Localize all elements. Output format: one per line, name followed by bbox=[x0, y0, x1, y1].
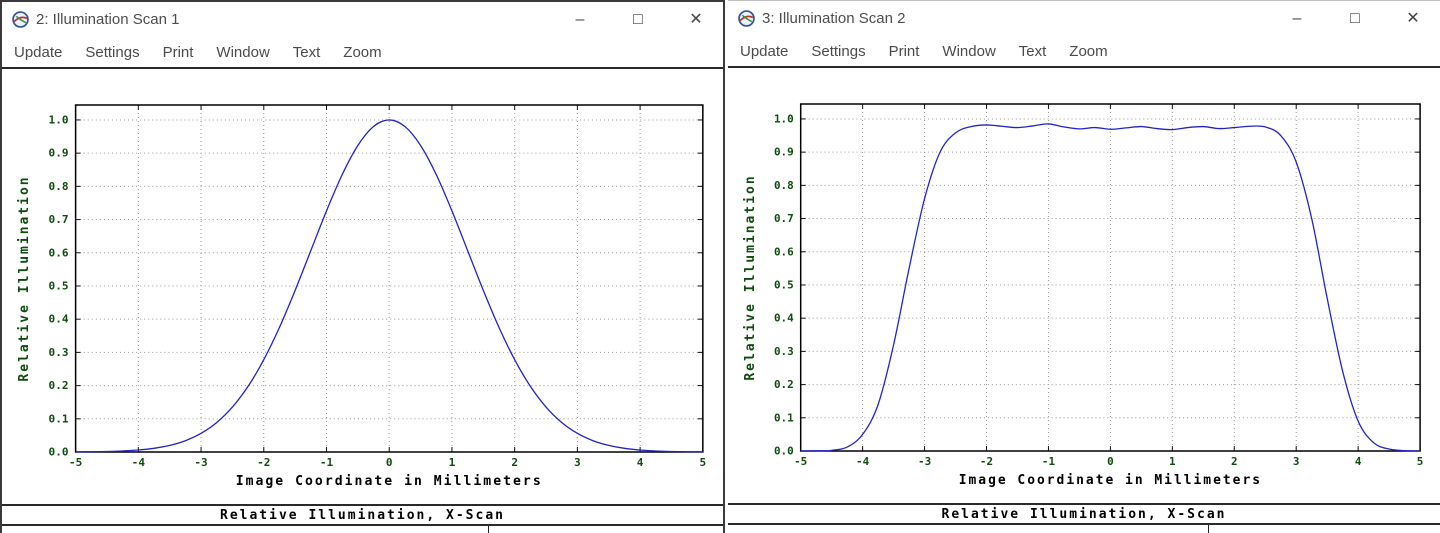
x-tick-label: -2 bbox=[980, 455, 993, 468]
footer-divider-tick bbox=[1207, 525, 1209, 533]
titlebar[interactable]: 3: Illumination Scan 2 – □ ✕ bbox=[728, 1, 1440, 36]
y-tick-label: 0.2 bbox=[49, 379, 69, 392]
menu-zoom[interactable]: Zoom bbox=[343, 43, 382, 61]
close-button[interactable]: ✕ bbox=[1406, 9, 1420, 27]
y-tick-label: 1.0 bbox=[49, 113, 69, 126]
y-tick-label: 0.0 bbox=[49, 446, 69, 459]
x-tick-label: 1 bbox=[1169, 455, 1176, 468]
menu-window[interactable]: Window bbox=[942, 42, 996, 60]
x-tick-label: 4 bbox=[637, 456, 644, 469]
menu-settings[interactable]: Settings bbox=[85, 43, 140, 61]
menubar: Update Settings Print Window Text Zoom bbox=[728, 36, 1440, 68]
y-tick-label: 0.6 bbox=[774, 245, 794, 258]
window-illumination-scan-1: 2: Illumination Scan 1 – □ ✕ Update Sett… bbox=[0, 0, 725, 533]
x-tick-label: 0 bbox=[1107, 455, 1114, 468]
menu-update[interactable]: Update bbox=[14, 43, 63, 61]
menu-text[interactable]: Text bbox=[292, 43, 321, 61]
x-tick-label: 1 bbox=[449, 456, 456, 469]
x-axis-title: Image Coordinate in Millimeters bbox=[959, 473, 1262, 488]
x-tick-label: 3 bbox=[574, 456, 581, 469]
x-tick-label: 5 bbox=[699, 456, 706, 469]
footer-strip bbox=[728, 525, 1440, 533]
y-tick-label: 0.9 bbox=[774, 146, 794, 159]
window-controls: – □ ✕ bbox=[537, 10, 711, 28]
y-tick-label: 0.5 bbox=[774, 278, 794, 291]
menu-print[interactable]: Print bbox=[888, 42, 920, 60]
app-logo-icon bbox=[738, 10, 755, 27]
x-tick-label: -5 bbox=[69, 456, 82, 469]
menu-print[interactable]: Print bbox=[162, 43, 194, 61]
x-tick-label: 2 bbox=[1231, 455, 1238, 468]
x-tick-label: -1 bbox=[1042, 455, 1056, 468]
window-title: 3: Illumination Scan 2 bbox=[762, 10, 906, 27]
plot-border bbox=[74, 104, 704, 453]
y-tick-label: 1.0 bbox=[774, 112, 794, 125]
app-icon bbox=[738, 10, 755, 27]
x-tick-label: -2 bbox=[257, 456, 270, 469]
chart-caption: Relative Illumination, X-Scan bbox=[2, 504, 723, 526]
chart-caption: Relative Illumination, X-Scan bbox=[728, 503, 1440, 525]
menu-window[interactable]: Window bbox=[216, 43, 270, 61]
menu-update[interactable]: Update bbox=[740, 42, 789, 60]
x-tick-label: 4 bbox=[1355, 455, 1362, 468]
chart-area: -5 -4 -3 -2 -1 0 1 2 3 4 5 0.0 0.1 0.2 0.3 0.4 0.5 0.6 0.7… bbox=[728, 68, 1440, 503]
x-tick-label: -4 bbox=[132, 456, 146, 469]
menu-text[interactable]: Text bbox=[1018, 42, 1047, 60]
footer-divider-tick bbox=[487, 526, 489, 533]
y-tick-label: 0.7 bbox=[774, 212, 794, 225]
y-tick-label: 0.3 bbox=[774, 345, 794, 358]
window-illumination-scan-2: 3: Illumination Scan 2 – □ ✕ Update Sett… bbox=[728, 0, 1440, 533]
scan-curve bbox=[800, 123, 1421, 452]
titlebar[interactable]: 2: Illumination Scan 1 – □ ✕ bbox=[2, 2, 723, 37]
y-tick-label: 0.1 bbox=[49, 412, 69, 425]
y-tick-label: 0.2 bbox=[774, 378, 794, 391]
y-axis-title: Relative Illumination bbox=[743, 174, 758, 380]
y-tick-label: 0.4 bbox=[49, 313, 69, 326]
app-icon bbox=[12, 11, 29, 28]
menu-settings[interactable]: Settings bbox=[811, 42, 866, 60]
y-tick-label: 0.9 bbox=[49, 147, 69, 160]
menubar: Update Settings Print Window Text Zoom bbox=[2, 37, 723, 69]
maximize-button[interactable]: □ bbox=[633, 10, 643, 28]
x-tick-label: 3 bbox=[1293, 455, 1300, 468]
minimize-button[interactable]: – bbox=[1292, 9, 1302, 27]
y-tick-label: 0.1 bbox=[774, 411, 794, 424]
x-tick-label: -5 bbox=[794, 455, 807, 468]
y-axis-title: Relative Illumination bbox=[17, 175, 32, 381]
x-tick-label: 5 bbox=[1417, 455, 1424, 468]
y-tick-label: 0.0 bbox=[774, 444, 794, 457]
y-tick-label: 0.4 bbox=[774, 312, 794, 325]
x-axis-title: Image Coordinate in Millimeters bbox=[236, 474, 543, 489]
x-tick-label: -1 bbox=[320, 456, 334, 469]
y-tick-label: 0.7 bbox=[49, 213, 69, 226]
menu-zoom[interactable]: Zoom bbox=[1069, 42, 1108, 60]
scan-curve bbox=[75, 119, 703, 453]
x-tick-label: -4 bbox=[856, 455, 870, 468]
y-tick-label: 0.8 bbox=[49, 180, 69, 193]
illumination-scan-chart-2[interactable]: -5 -4 -3 -2 -1 0 1 2 3 4 5 0.0 0.1 0.2 0.3 0.4 0.5 0.6 0.7… bbox=[728, 68, 1440, 503]
footer-strip bbox=[2, 526, 723, 533]
window-title: 2: Illumination Scan 1 bbox=[36, 11, 180, 28]
y-tick-label: 0.5 bbox=[49, 280, 69, 293]
minimize-button[interactable]: – bbox=[575, 10, 585, 28]
x-tick-label: -3 bbox=[918, 455, 931, 468]
close-button[interactable]: ✕ bbox=[689, 10, 703, 28]
x-tick-label: 0 bbox=[386, 456, 393, 469]
chart-area: -5 -4 -3 -2 -1 0 1 2 3 4 5 0.0 0.1 0.2 0.3 0.4 0.5 0.6 0.7… bbox=[2, 69, 723, 504]
app-logo-icon bbox=[12, 11, 29, 28]
x-tick-label: -3 bbox=[194, 456, 207, 469]
y-tick-label: 0.8 bbox=[774, 179, 794, 192]
y-tick-label: 0.3 bbox=[49, 346, 69, 359]
window-controls: – □ ✕ bbox=[1254, 9, 1428, 27]
illumination-scan-chart-1[interactable]: -5 -4 -3 -2 -1 0 1 2 3 4 5 0.0 0.1 0.2 0.3 0.4 0.5 0.6 0.7… bbox=[2, 69, 723, 504]
x-tick-label: 2 bbox=[511, 456, 518, 469]
maximize-button[interactable]: □ bbox=[1350, 9, 1360, 27]
plot-border bbox=[799, 103, 1421, 452]
y-tick-label: 0.6 bbox=[49, 246, 69, 259]
